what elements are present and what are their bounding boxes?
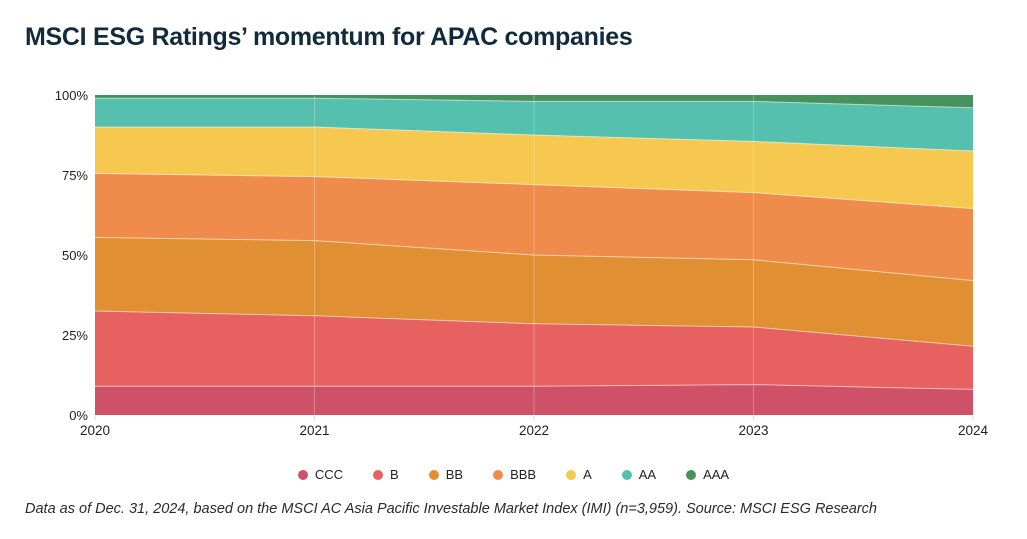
- y-tick-label: 50%: [61, 248, 88, 263]
- x-tick-label: 2024: [957, 423, 989, 438]
- legend-item-BBB: BBB: [493, 467, 536, 482]
- legend-label: A: [583, 467, 592, 482]
- x-tick-label: 2022: [518, 423, 550, 438]
- legend-dot-icon: [373, 469, 384, 480]
- y-tick-label: 75%: [61, 168, 88, 183]
- legend-label: BB: [445, 467, 464, 482]
- y-tick-label: 0%: [69, 408, 88, 423]
- legend-dot-icon: [297, 469, 308, 480]
- legend-dot-icon: [428, 469, 439, 480]
- legend-item-B: B: [373, 467, 399, 482]
- chart-title: MSCI ESG Ratings’ momentum for APAC comp…: [25, 22, 633, 51]
- legend-label: BBB: [510, 467, 537, 482]
- y-tick-label: 100%: [54, 88, 88, 103]
- x-tick-label: 2020: [79, 423, 111, 438]
- band-separator-line: [94, 310, 974, 347]
- area-CCC[interactable]: [95, 384, 973, 415]
- legend-item-CCC: CCC: [297, 467, 344, 482]
- legend-label: AAA: [703, 467, 730, 482]
- area-A[interactable]: [95, 127, 973, 209]
- legend-label: AA: [638, 467, 657, 482]
- area-BBB[interactable]: [95, 173, 973, 281]
- x-tick-label: 2021: [299, 423, 330, 438]
- legend-label: CCC: [314, 467, 344, 482]
- band-separator-line: [94, 236, 974, 282]
- legend-dot-icon: [493, 469, 504, 480]
- band-separator-line: [94, 172, 974, 210]
- x-tick-label: 2023: [738, 423, 769, 438]
- area-B[interactable]: [95, 311, 973, 390]
- band-separator-line: [95, 384, 974, 390]
- legend-item-BB: BB: [428, 467, 464, 482]
- y-tick-label: 25%: [61, 328, 88, 343]
- legend-item-A: A: [566, 467, 592, 482]
- legend-item-AAA: AAA: [686, 467, 729, 482]
- area-AA[interactable]: [95, 98, 973, 151]
- legend-dot-icon: [621, 469, 632, 480]
- area-BB[interactable]: [95, 237, 973, 347]
- legend-dot-icon: [686, 469, 697, 480]
- legend-dot-icon: [566, 469, 577, 480]
- legend-item-AA: AA: [621, 467, 657, 482]
- source-note: Data as of Dec. 31, 2024, based on the M…: [25, 501, 877, 517]
- band-separator-line: [95, 126, 974, 152]
- legend-label: B: [390, 467, 399, 482]
- band-separator-line: [95, 97, 974, 109]
- chart-legend: CCC B BB BBB A AA AAA: [0, 467, 1027, 482]
